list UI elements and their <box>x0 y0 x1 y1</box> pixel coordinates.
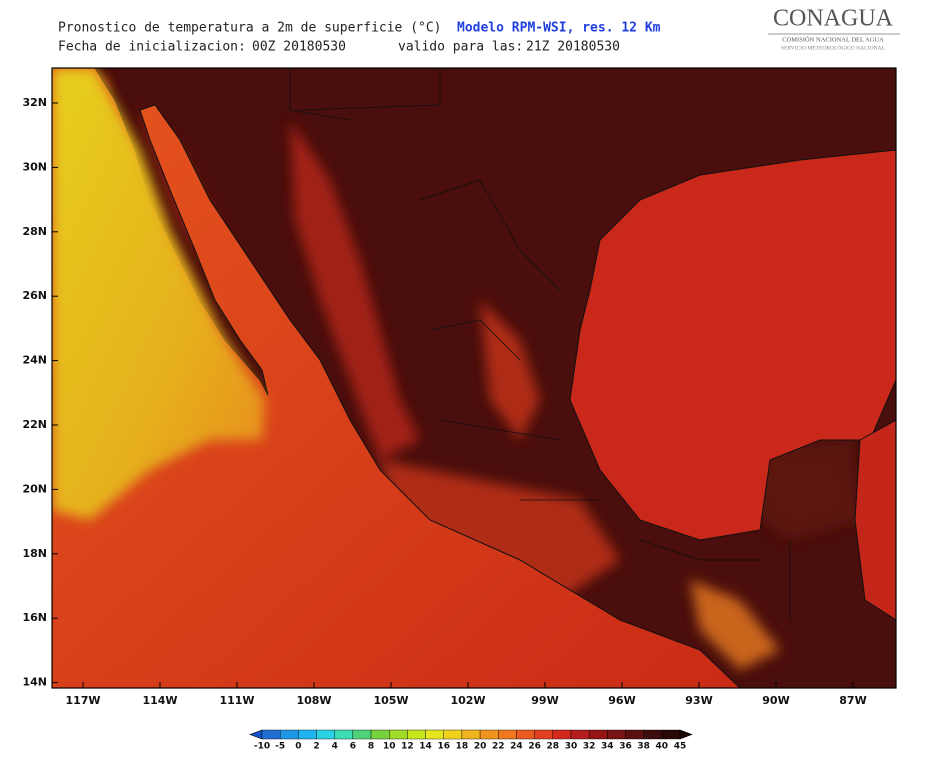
valid-label: valido para las: <box>398 40 523 55</box>
lon-label: 114W <box>142 694 177 707</box>
colorbar-label: 26 <box>528 742 541 752</box>
lon-label: 102W <box>450 694 485 707</box>
colorbar-segment <box>279 729 299 740</box>
colorbar-segment <box>298 729 317 740</box>
colorbar-segment <box>261 729 281 740</box>
lat-label: 32N <box>22 96 47 109</box>
colorbar-segment <box>443 729 463 740</box>
init-time: 00Z 20180530 <box>252 40 346 55</box>
logo-line1: COMISIÓN NACIONAL DEL AGUA <box>782 35 884 43</box>
colorbar-label: 12 <box>401 742 414 752</box>
lon-label: 99W <box>531 694 558 707</box>
lon-label: 90W <box>762 694 789 707</box>
colorbar-end <box>679 729 693 740</box>
colorbar-label: 38 <box>637 742 650 752</box>
colorbar-segment <box>461 729 481 740</box>
lat-label: 22N <box>22 418 47 431</box>
colorbar-segment <box>570 729 590 740</box>
lat-label: 18N <box>22 547 47 560</box>
lon-label: 108W <box>296 694 331 707</box>
lat-label: 16N <box>22 611 47 624</box>
colorbar-label: 18 <box>456 742 469 752</box>
colorbar-label: 8 <box>368 742 374 752</box>
caribbean-sea <box>854 419 896 621</box>
colorbar-label: 34 <box>601 742 614 752</box>
lon-label: 111W <box>219 694 254 707</box>
colorbar-segment <box>643 729 663 740</box>
map-frame <box>51 67 897 689</box>
cool-sea <box>52 68 265 520</box>
colorbar-segment <box>425 729 444 740</box>
init-label: Fecha de inicializacion: <box>58 40 246 55</box>
colorbar-label: 28 <box>547 742 560 752</box>
colorbar-label: 20 <box>474 742 487 752</box>
colorbar-label: 2 <box>313 742 319 752</box>
colorbar-segment <box>588 729 608 740</box>
lat-label: 30N <box>22 160 47 173</box>
colorbar-label: 6 <box>350 742 356 752</box>
colorbar-segment <box>479 729 499 740</box>
map <box>52 68 896 688</box>
lat-label: 26N <box>22 289 47 302</box>
colorbar-label: 32 <box>583 742 596 752</box>
lat-label: 20N <box>22 482 47 495</box>
colorbar-end <box>249 729 263 740</box>
colorbar-segment <box>625 729 644 740</box>
lat-label: 24N <box>22 354 47 367</box>
colorbar-segment <box>661 729 681 740</box>
colorbar-label: 0 <box>295 742 301 752</box>
colorbar-segment <box>607 729 626 740</box>
lon-label: 117W <box>65 694 100 707</box>
colorbar-segment <box>534 729 553 740</box>
colorbar-segment <box>334 729 354 740</box>
gulf-of-mexico <box>569 149 896 541</box>
colorbar-label: 16 <box>437 742 450 752</box>
colorbar-label: 10 <box>383 742 396 752</box>
valid-time: 21Z 20180530 <box>526 40 620 55</box>
lon-label: 105W <box>373 694 408 707</box>
title: Pronostico de temperatura a 2m de superf… <box>58 21 442 36</box>
lon-label: 96W <box>608 694 635 707</box>
logo-line2: SERVICIO METEOROLÓGICO NACIONAL <box>781 43 885 51</box>
colorbar-label: 30 <box>565 742 578 752</box>
colorbar-segment <box>552 729 572 740</box>
colorbar-segment <box>370 729 390 740</box>
colorbar-label: 14 <box>419 742 432 752</box>
colorbar-segment <box>516 729 535 740</box>
lon-label: 93W <box>685 694 712 707</box>
colorbar-segment <box>498 729 517 740</box>
lon-label: 87W <box>839 694 866 707</box>
colorbar-segment <box>352 729 372 740</box>
lat-label: 14N <box>22 676 47 689</box>
lat-label: 28N <box>22 225 47 238</box>
colorbar-label: 36 <box>619 742 632 752</box>
colorbar-label: 45 <box>674 742 687 752</box>
colorbar-label: -5 <box>275 742 285 752</box>
colorbar-label: 4 <box>332 742 338 752</box>
colorbar-label: 40 <box>656 742 669 752</box>
colorbar-segment <box>389 729 408 740</box>
colorbar-label: 22 <box>492 742 505 752</box>
model: Modelo RPM-WSI, res. 12 Km <box>457 21 661 36</box>
colorbar-segment <box>316 729 335 740</box>
logo-name: CONAGUA <box>773 6 894 32</box>
colorbar-segment <box>407 729 426 740</box>
borders <box>289 68 791 620</box>
colorbar-label: 24 <box>510 742 523 752</box>
colorbar-label: -10 <box>254 742 270 752</box>
colorbar: -10 -5 0 2 4 6 8 10 12 14 16 18 20 22 24 26 28 30 32 34 36 38… <box>249 729 693 752</box>
